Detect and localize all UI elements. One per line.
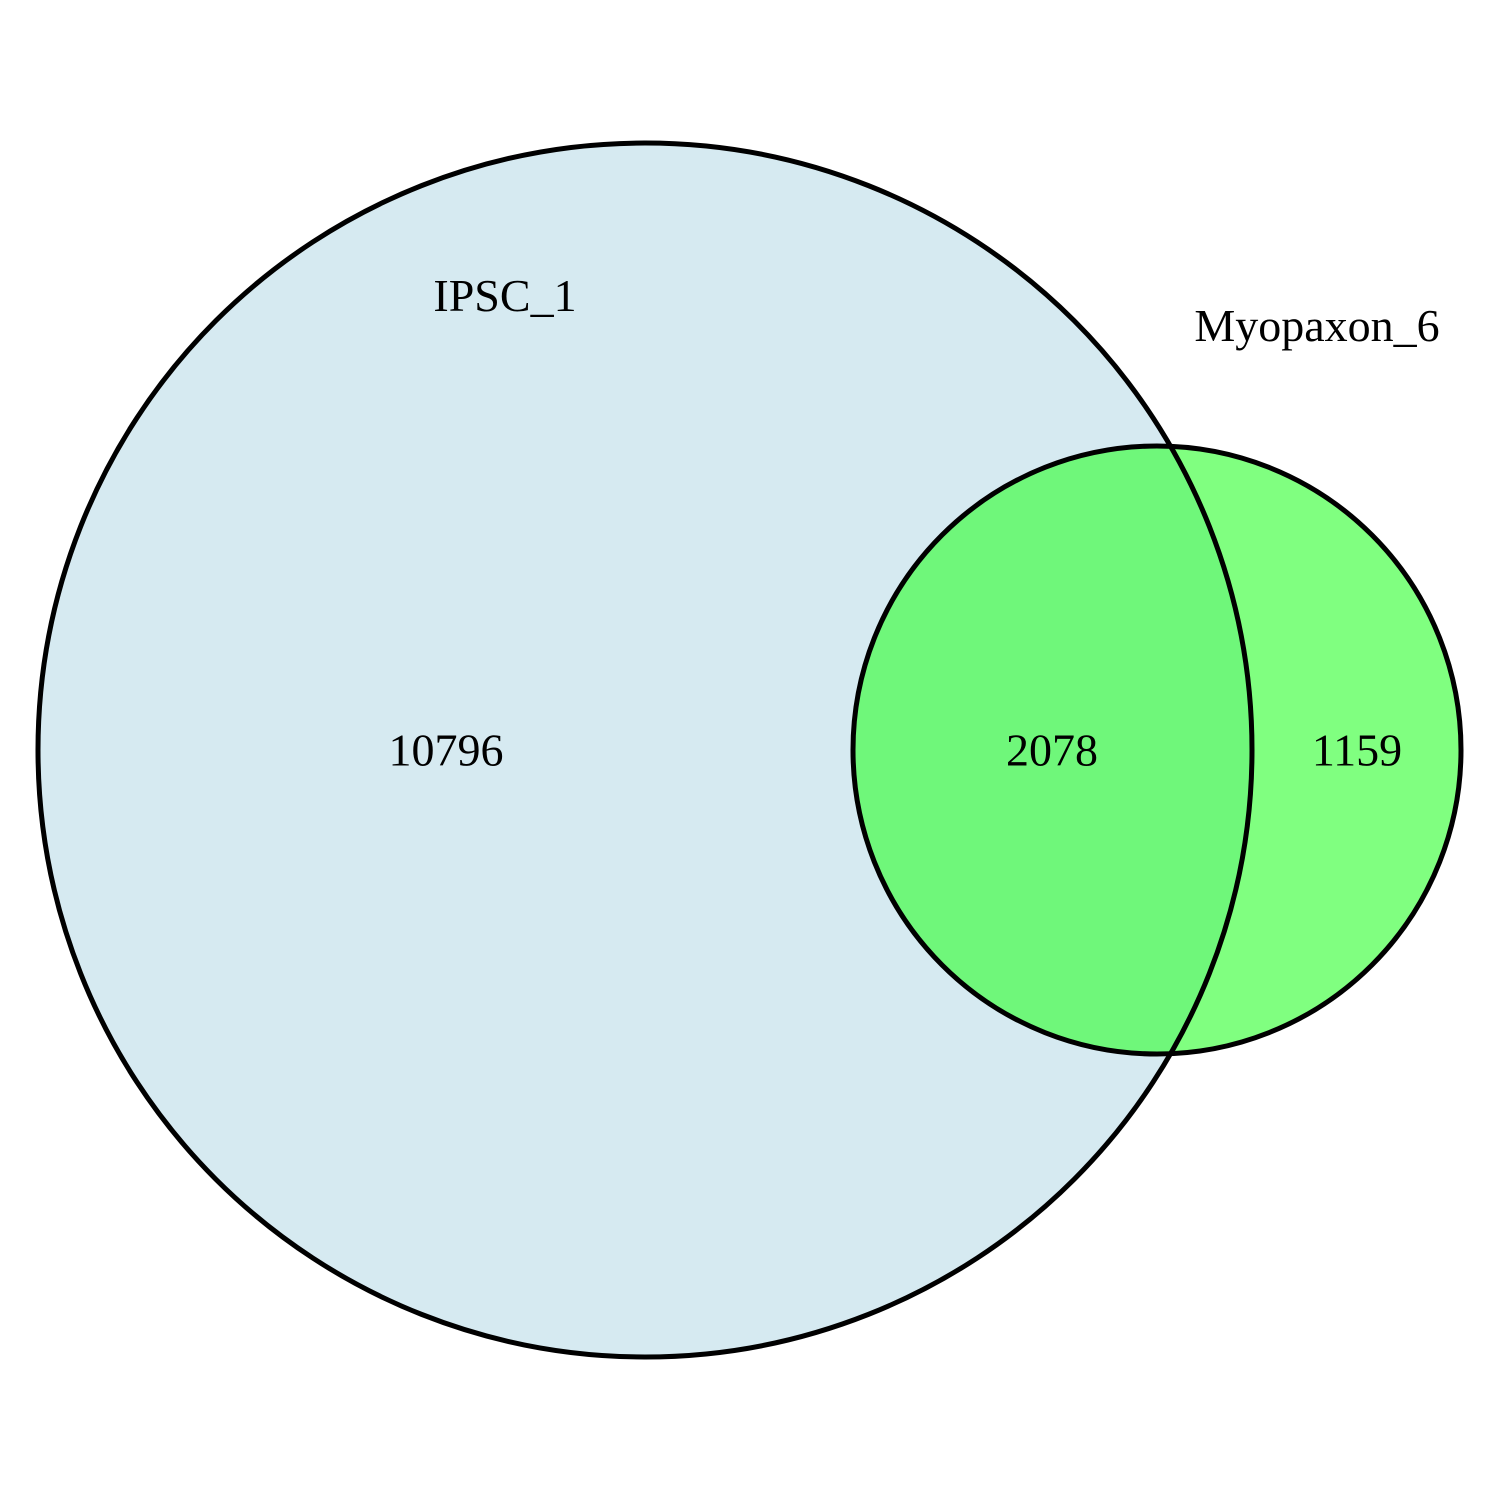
set-ipsc-fill <box>38 143 1252 1357</box>
count-ipsc-only: 10796 <box>389 725 504 776</box>
set-myopaxon-label: Myopaxon_6 <box>1194 300 1439 351</box>
set-ipsc-label: IPSC_1 <box>433 270 576 321</box>
overlap-region-fill <box>853 446 1252 1054</box>
set-myopaxon-outline <box>850 443 1464 1057</box>
set-ipsc-outline <box>35 140 1255 1360</box>
count-overlap: 2078 <box>1006 725 1098 776</box>
count-myopaxon-only: 1159 <box>1312 725 1402 776</box>
